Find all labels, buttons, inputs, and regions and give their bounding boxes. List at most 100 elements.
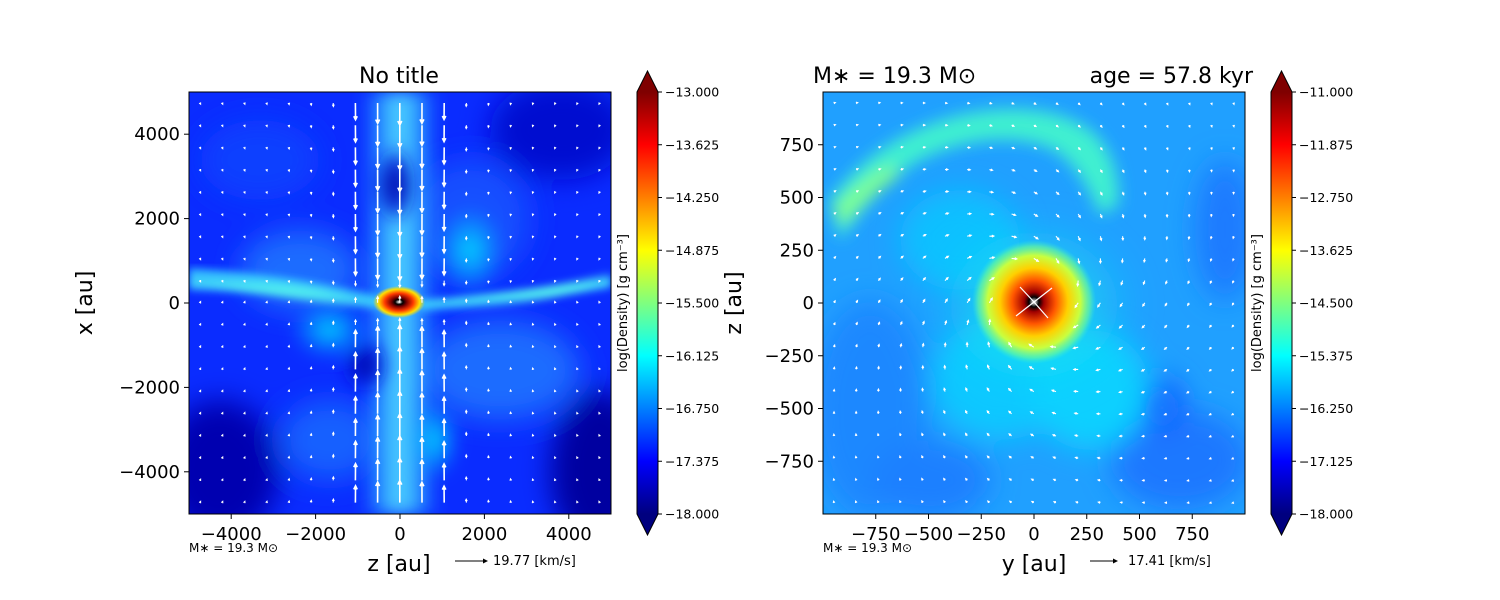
right-velocity-arrow: [899, 499, 902, 503]
left-velocity-arrow: [576, 279, 579, 283]
right-velocity-arrow: [943, 432, 946, 437]
left-velocity-arrow: [287, 169, 291, 173]
left-velocity-arrow: [198, 455, 202, 459]
left-velocity-arrow: [287, 322, 291, 326]
right-velocity-arrow: [1208, 390, 1212, 394]
right-velocity-arrow: [921, 477, 924, 481]
right-velocity-arrow: [1231, 368, 1235, 372]
right-velocity-arrow: [1117, 368, 1123, 372]
left-velocity-arrow: [265, 300, 268, 304]
right-velocity-arrow: [1077, 258, 1081, 265]
left-velocity-arrow: [198, 322, 202, 326]
right-velocity-arrow: [1163, 456, 1168, 460]
right-velocity-arrow: [854, 388, 858, 392]
left-y-tick-label: 4000: [134, 124, 180, 145]
right-velocity-arrow: [1163, 434, 1168, 438]
left-velocity-arrow: [509, 344, 513, 348]
right-velocity-arrow: [1186, 324, 1190, 329]
right-velocity-arrow: [1163, 390, 1168, 394]
left-velocity-arrow: [397, 236, 403, 260]
left-velocity-arrow: [487, 477, 490, 481]
left-velocity-arrow: [287, 280, 291, 284]
left-velocity-arrow: [509, 191, 513, 195]
left-velocity-arrow: [374, 147, 381, 170]
right-velocity-arrow: [944, 101, 949, 105]
left-velocity-arrow: [198, 213, 202, 217]
right-velocity-arrow: [1208, 346, 1212, 350]
right-colorbar-tick-label: −16.250: [1299, 401, 1353, 416]
left-velocity-arrow: [220, 455, 224, 459]
right-velocity-arrow: [1008, 478, 1012, 481]
left-mass-note: M∗ = 19.3 M⊙: [189, 541, 278, 555]
left-velocity-arrow: [243, 102, 246, 106]
right-velocity-arrow: [1072, 324, 1079, 329]
left-velocity-arrow: [598, 367, 601, 371]
right-velocity-arrow: [878, 233, 882, 237]
left-velocity-arrow: [353, 373, 358, 392]
right-velocity-arrow: [1011, 146, 1016, 150]
right-x-tick-label: −500: [904, 524, 953, 545]
right-velocity-arrow: [1119, 501, 1123, 504]
left-velocity-arrow: [487, 321, 490, 326]
left-velocity-arrow: [309, 147, 313, 151]
right-velocity-arrow: [877, 365, 880, 370]
right-velocity-arrow: [855, 101, 859, 105]
left-velocity-arrow: [265, 102, 268, 106]
right-y-tick-label: −250: [765, 346, 814, 367]
right-velocity-arrow: [1099, 147, 1103, 151]
left-velocity-arrow: [464, 191, 468, 197]
left-velocity-arrow: [376, 280, 380, 288]
right-velocity-arrow: [1141, 324, 1146, 329]
left-velocity-arrow: [487, 147, 490, 151]
right-velocity-arrow: [833, 255, 837, 259]
left-velocity-arrow: [487, 299, 490, 303]
left-velocity-arrow: [441, 351, 447, 370]
right-velocity-arrow: [878, 255, 882, 259]
right-velocity-arrow: [964, 455, 968, 459]
left-velocity-arrow: [198, 300, 202, 304]
right-velocity-arrow: [1073, 389, 1079, 393]
right-velocity-arrow: [1165, 124, 1169, 129]
right-velocity-arrow: [1185, 434, 1190, 438]
right-velocity-arrow: [922, 234, 927, 237]
left-colorbar-tick-label: −17.375: [665, 454, 719, 469]
left-velocity-arrow: [598, 191, 601, 195]
right-velocity-arrow: [1029, 388, 1035, 393]
left-velocity-arrow: [331, 453, 335, 459]
left-velocity-arrow: [287, 213, 291, 217]
left-velocity-arrow: [198, 279, 202, 283]
left-title: No title: [359, 64, 439, 89]
right-velocity-arrow: [1232, 213, 1235, 218]
right-velocity-arrow: [877, 343, 881, 348]
right-density-map: [823, 92, 1245, 514]
right-velocity-arrow: [964, 477, 968, 481]
left-velocity-arrow: [464, 280, 468, 286]
right-velocity-arrow: [1121, 102, 1125, 106]
left-velocity-arrow: [374, 324, 381, 348]
right-velocity-arrow: [878, 168, 882, 171]
left-velocity-arrow: [243, 213, 246, 217]
right-velocity-arrow: [878, 123, 882, 127]
left-velocity-arrow: [309, 236, 313, 240]
left-velocity-arrow: [576, 389, 579, 393]
right-velocity-arrow: [877, 387, 880, 392]
right-velocity-arrow: [1030, 500, 1035, 504]
left-velocity-arrow: [509, 124, 513, 128]
left-velocity-arrow: [554, 455, 557, 459]
left-velocity-arrow: [554, 213, 557, 217]
right-velocity-arrow: [1008, 500, 1012, 504]
left-velocity-arrow: [441, 439, 447, 459]
right-velocity-arrow: [966, 276, 972, 282]
right-velocity-arrow: [899, 477, 902, 481]
right-velocity-arrow: [1099, 169, 1103, 174]
left-velocity-arrow: [419, 147, 425, 170]
right-velocity-arrow: [1186, 457, 1190, 460]
left-velocity-arrow: [554, 102, 557, 106]
right-velocity-arrow: [832, 410, 836, 414]
left-velocity-arrow: [309, 366, 313, 370]
left-velocity-arrow: [265, 500, 268, 504]
left-velocity-arrow: [331, 320, 335, 326]
left-velocity-arrow: [576, 322, 579, 326]
right-velocity-arrow: [1033, 102, 1037, 105]
right-velocity-arrow: [1119, 302, 1124, 308]
